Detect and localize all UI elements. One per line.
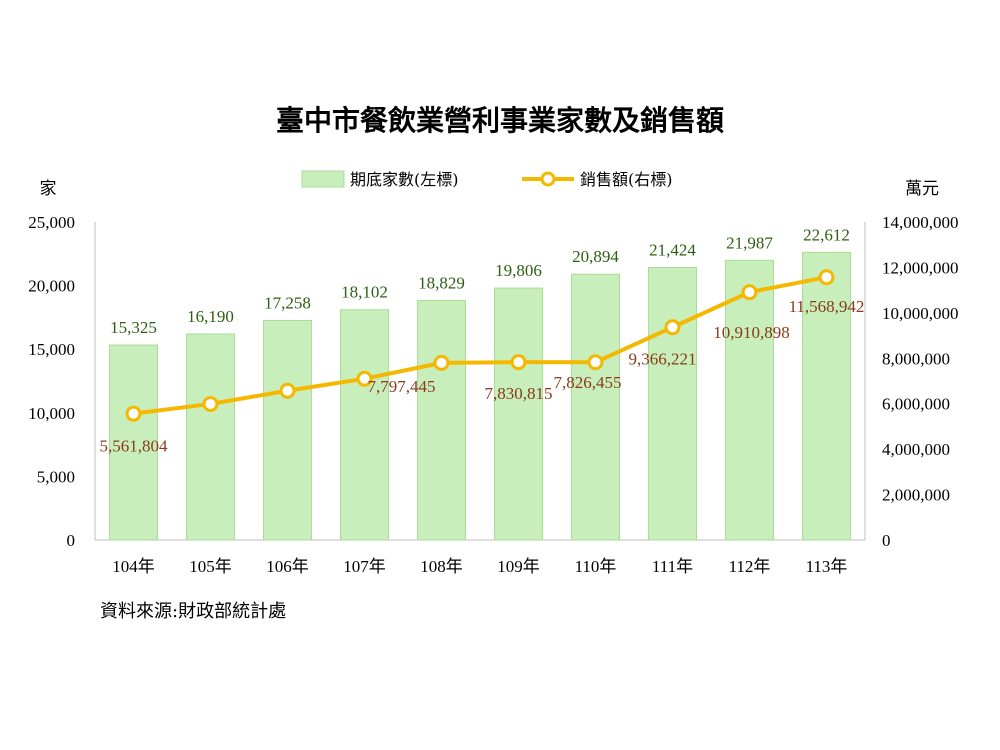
line-data-label: 11,568,942 [789,297,865,316]
x-tick-label: 109年 [497,557,540,576]
chart-title: 臺中市餐飲業營利事業家數及銷售額 [276,104,724,137]
bar [186,333,235,541]
bar-data-label: 20,894 [572,247,619,266]
line-data-label: 7,797,445 [368,377,436,396]
legend-line-label: 銷售額(右標) [580,170,673,189]
line-point [818,269,835,286]
right-axis-ticks: 0 2,000,000 4,000,000 6,000,000 8,000,000 10,… [882,213,959,550]
bar [494,287,543,541]
bar-data-label: 18,829 [418,273,465,292]
right-tick-label: 0 [882,531,891,550]
line-point [510,354,527,371]
right-tick-label: 2,000,000 [882,486,950,505]
bar-data-label: 21,424 [649,240,696,259]
line-point [202,395,219,412]
right-tick-label: 14,000,000 [882,213,959,232]
line-data-label: 5,561,804 [100,437,169,456]
line-data-label: 7,830,815 [485,384,553,403]
legend-bar-label: 期底家數(左標) [350,170,459,189]
left-tick-label: 10,000 [28,404,75,423]
line-point [279,382,296,399]
legend: 期底家數(左標) 銷售額(右標) [301,170,673,189]
line-point [664,319,681,336]
x-tick-label: 104年 [112,557,155,576]
bar [802,251,851,541]
x-tick-label: 113年 [806,557,848,576]
bar [263,319,312,541]
right-tick-label: 10,000,000 [882,304,959,323]
line-point [741,284,758,301]
bar-data-label: 18,102 [341,283,388,302]
series-line [133,275,827,416]
right-tick-label: 4,000,000 [882,440,950,459]
bar [725,259,774,541]
left-tick-label: 0 [67,531,76,550]
line-point [433,354,450,371]
bar-data-label: 21,987 [726,233,773,252]
source-note: 資料來源:財政部統計處 [100,601,286,622]
bar-data-label: 17,258 [264,293,311,312]
bar-data-label: 19,806 [495,261,542,280]
legend-line-marker [540,171,556,187]
left-tick-label: 20,000 [28,277,75,296]
x-tick-label: 112年 [729,557,771,576]
bar [109,344,158,541]
left-axis-ticks: 0 5,000 10,000 15,000 20,000 25,000 [28,213,75,550]
bar [571,273,620,541]
right-tick-label: 6,000,000 [882,395,950,414]
bar-data-label: 22,612 [803,225,850,244]
bar [340,309,389,541]
bar-series: 15,325 16,190 17,258 18,102 18,829 19,806 20,8… [109,225,851,541]
left-tick-label: 25,000 [28,213,75,232]
line-point [125,405,142,422]
right-axis-unit: 萬元 [905,179,939,199]
line-data-label: 7,826,455 [554,373,622,392]
left-tick-label: 5,000 [37,467,75,486]
x-tick-label: 108年 [420,557,463,576]
x-tick-label: 111年 [652,557,693,576]
line-data-label: 10,910,898 [713,323,790,342]
bar-data-label: 15,325 [110,318,157,337]
right-tick-label: 8,000,000 [882,349,950,368]
legend-bar-swatch [301,170,345,188]
x-axis-ticks: 104年 105年 106年 107年 108年 109年 110年 111年 112年 113年 [112,557,847,576]
x-tick-label: 106年 [266,557,309,576]
right-tick-label: 12,000,000 [882,258,959,277]
line-point [587,354,604,371]
bar [417,299,466,541]
x-tick-label: 105年 [189,557,232,576]
x-tick-label: 107年 [343,557,386,576]
left-tick-label: 15,000 [28,340,75,359]
left-axis-unit: 家 [40,179,57,199]
line-point [356,370,373,387]
x-tick-label: 110年 [575,557,617,576]
bar-data-label: 16,190 [187,307,234,326]
bar [648,266,697,541]
line-data-label: 9,366,221 [629,349,697,368]
